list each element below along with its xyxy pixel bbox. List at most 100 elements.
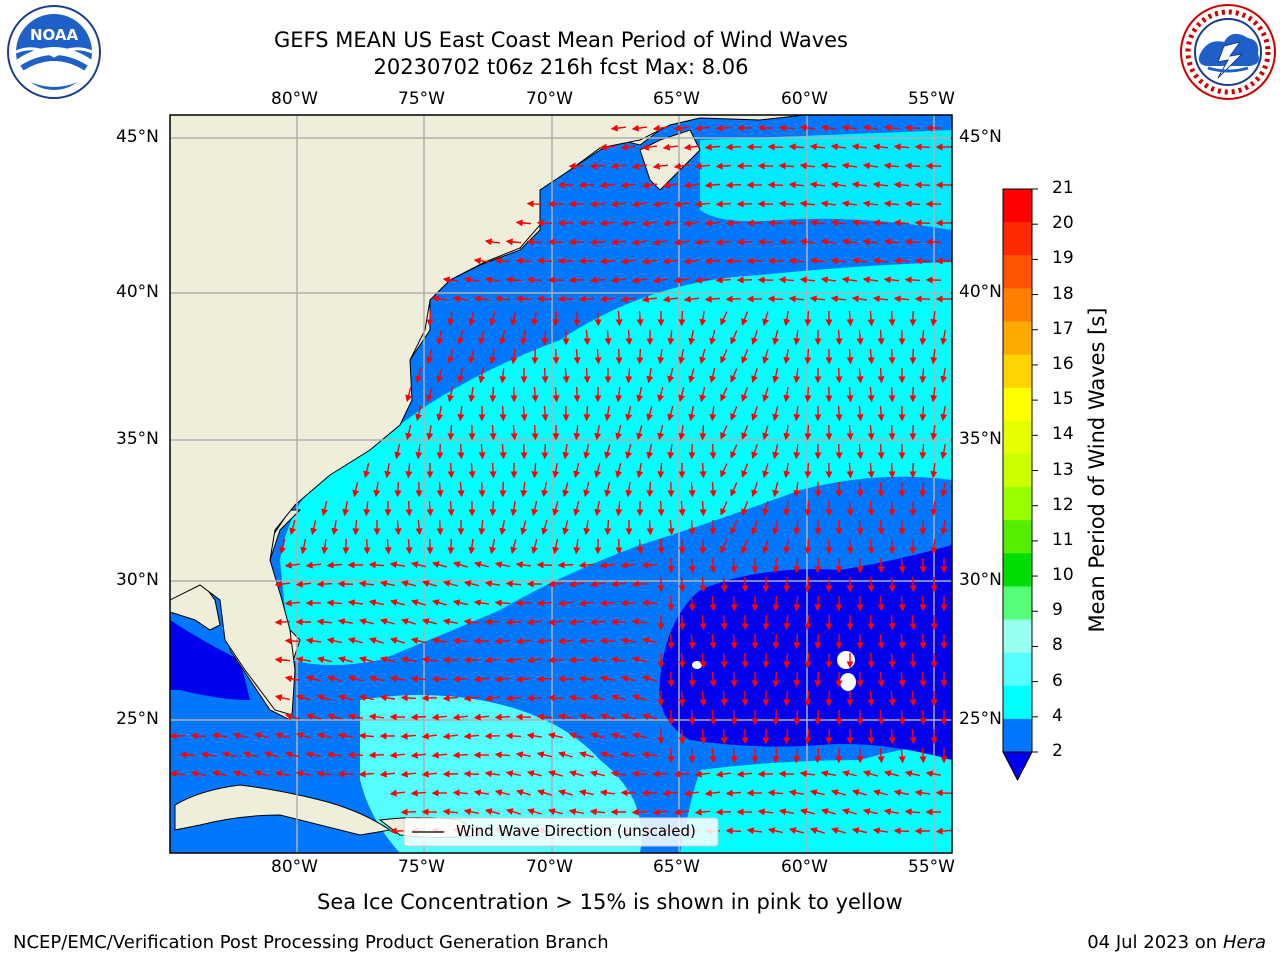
- direction-arrow: [783, 310, 791, 327]
- direction-arrow: [610, 694, 626, 701]
- coastline-land: [170, 115, 806, 716]
- direction-arrow: [457, 368, 465, 384]
- direction-arrow: [305, 561, 322, 569]
- lat-label-right: 30°N: [959, 570, 1002, 590]
- direction-arrow: [473, 257, 490, 265]
- direction-arrow: [494, 257, 511, 265]
- direction-arrow: [914, 181, 931, 189]
- direction-arrow: [851, 295, 868, 303]
- direction-arrow: [573, 463, 581, 479]
- direction-arrow: [452, 675, 469, 683]
- direction-arrow: [741, 425, 749, 440]
- direction-arrow: [877, 633, 885, 650]
- direction-arrow: [872, 827, 889, 835]
- direction-arrow: [442, 732, 459, 740]
- colorbar-segment: [1003, 619, 1032, 654]
- direction-arrow: [767, 181, 784, 189]
- direction-arrow: [820, 124, 837, 132]
- direction-arrow: [809, 827, 825, 834]
- direction-arrow: [657, 538, 665, 555]
- direction-arrow: [641, 295, 658, 303]
- direction-arrow: [541, 405, 549, 422]
- direction-arrow: [799, 200, 816, 208]
- direction-arrow: [426, 310, 434, 327]
- direction-arrow: [526, 656, 543, 664]
- direction-arrow: [940, 367, 948, 384]
- direction-arrow: [641, 751, 658, 759]
- direction-arrow: [641, 675, 657, 682]
- direction-arrow: [940, 329, 948, 346]
- direction-arrow: [820, 276, 837, 284]
- direction-arrow: [772, 671, 780, 688]
- direction-arrow: [489, 462, 497, 479]
- direction-arrow: [778, 162, 795, 170]
- direction-arrow: [809, 219, 826, 227]
- direction-arrow: [846, 310, 854, 327]
- direction-arrow: [379, 770, 396, 778]
- direction-arrow: [699, 462, 707, 479]
- direction-arrow: [652, 200, 669, 208]
- direction-arrow: [809, 789, 825, 797]
- direction-arrow: [778, 808, 795, 816]
- direction-arrow: [489, 500, 497, 517]
- direction-arrow: [683, 143, 700, 151]
- direction-arrow: [688, 405, 696, 422]
- direction-arrow: [893, 295, 910, 303]
- direction-arrow: [536, 675, 553, 683]
- direction-arrow: [452, 789, 469, 797]
- direction-arrow: [326, 637, 342, 645]
- direction-arrow: [904, 200, 921, 208]
- direction-arrow: [489, 424, 497, 441]
- direction-arrow: [274, 618, 291, 626]
- direction-arrow: [862, 200, 879, 208]
- direction-arrow: [347, 637, 363, 644]
- direction-arrow: [741, 349, 749, 364]
- direction-arrow: [589, 770, 605, 778]
- footer-date: 04 Jul 2023 on Hera: [1087, 932, 1266, 953]
- direction-arrow: [625, 481, 633, 498]
- direction-arrow: [531, 348, 539, 365]
- direction-arrow: [867, 500, 875, 517]
- direction-arrow: [720, 614, 728, 631]
- direction-arrow: [783, 424, 791, 441]
- direction-arrow: [783, 614, 791, 631]
- direction-arrow: [520, 481, 528, 498]
- lon-label-bottom: 70°W: [526, 857, 573, 877]
- direction-arrow: [783, 538, 791, 555]
- direction-arrow: [321, 501, 329, 517]
- direction-arrow: [793, 367, 801, 384]
- direction-arrow: [688, 519, 696, 536]
- direction-arrow: [583, 367, 591, 384]
- direction-arrow: [552, 386, 560, 403]
- direction-arrow: [883, 276, 900, 284]
- direction-arrow: [725, 827, 742, 835]
- direction-arrow: [625, 329, 633, 346]
- lat-label-right: 40°N: [959, 282, 1002, 302]
- direction-arrow: [389, 561, 406, 569]
- direction-arrow: [715, 162, 732, 170]
- direction-arrow: [342, 500, 350, 517]
- direction-arrow: [883, 200, 900, 208]
- direction-arrow: [699, 310, 707, 327]
- direction-arrow: [809, 257, 826, 265]
- lon-label-top: 55°W: [908, 89, 955, 109]
- direction-arrow: [384, 462, 392, 479]
- direction-arrow: [709, 595, 717, 612]
- direction-arrow: [405, 387, 413, 403]
- direction-arrow: [316, 618, 333, 626]
- direction-arrow: [694, 238, 711, 246]
- direction-arrow: [725, 143, 742, 151]
- direction-arrow: [484, 656, 501, 664]
- direction-arrow: [673, 238, 690, 246]
- direction-arrow: [305, 675, 321, 683]
- direction-arrow: [898, 671, 906, 688]
- direction-arrow: [715, 124, 732, 132]
- direction-arrow: [505, 770, 521, 778]
- direction-arrow: [799, 162, 816, 170]
- colorbar-label: Mean Period of Wind Waves [s]: [1085, 307, 1109, 633]
- direction-arrow: [536, 599, 553, 607]
- direction-arrow: [914, 143, 931, 151]
- direction-arrow: [788, 219, 805, 227]
- noaa-logo-text: NOAA: [30, 26, 79, 44]
- direction-arrow: [898, 747, 906, 764]
